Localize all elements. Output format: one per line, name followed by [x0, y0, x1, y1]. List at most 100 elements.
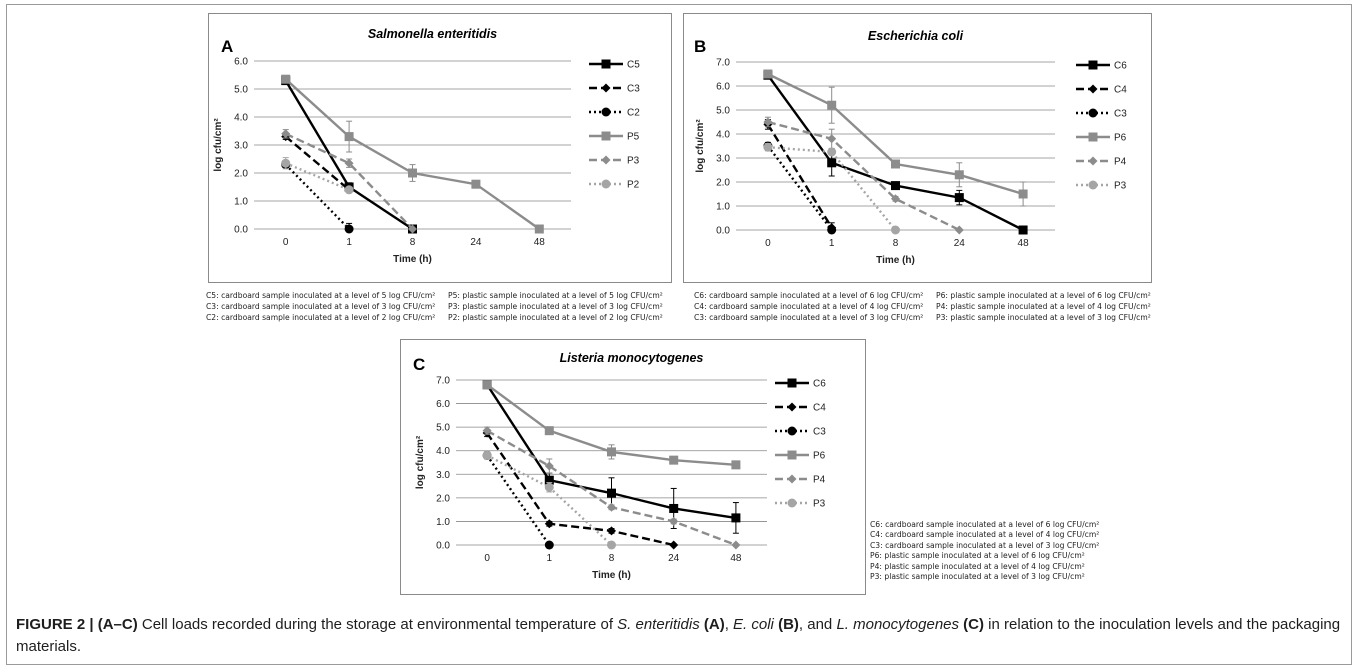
- data-point: [345, 225, 354, 234]
- caption-panel-ref: (C): [959, 616, 984, 633]
- series-line-c2: [286, 165, 349, 229]
- series-line-c4: [487, 433, 674, 545]
- legend-label: C4: [1114, 85, 1127, 96]
- data-point: [827, 158, 836, 167]
- data-point: [955, 170, 964, 179]
- data-point: [827, 101, 836, 110]
- legend-label: C6: [1114, 61, 1127, 72]
- x-tick-label: 1: [346, 237, 352, 248]
- y-tick-label: 1.0: [436, 517, 450, 528]
- y-tick-label: 6.0: [234, 57, 248, 68]
- note-line: P4: plastic sample inoculated at a level…: [936, 301, 1151, 312]
- note-line: C5: cardboard sample inoculated at a lev…: [206, 290, 435, 301]
- data-point: [763, 143, 772, 152]
- legend-label: P6: [1114, 133, 1127, 144]
- legend-marker: [1089, 85, 1098, 94]
- note-line: P4: plastic sample inoculated at a level…: [870, 562, 1099, 572]
- chart-a-svg: ASalmonella enteritidis0.01.02.03.04.05.…: [209, 14, 673, 284]
- x-tick-label: 24: [668, 553, 680, 564]
- legend-marker: [602, 156, 611, 165]
- data-point: [281, 75, 290, 84]
- data-point: [731, 460, 740, 469]
- legend-label: C5: [627, 60, 640, 71]
- note-line: C3: cardboard sample inoculated at a lev…: [870, 541, 1099, 551]
- caption-species: E. coli: [733, 616, 774, 633]
- legend-marker: [788, 499, 797, 508]
- y-tick-label: 6.0: [436, 399, 450, 410]
- series-line-c4: [768, 124, 832, 227]
- chart-panel-b: B Escherichia coli 0.0 1.0 2.0 3.0 4.0 5.0 6.0 7.…: [683, 13, 1152, 283]
- x-tick-label: 0: [283, 237, 289, 248]
- series-line-p4: [768, 122, 959, 230]
- legend-marker: [788, 451, 797, 460]
- legend-marker: [1089, 181, 1098, 190]
- data-point: [281, 159, 290, 168]
- panel-letter: C: [413, 355, 425, 374]
- note-line: P3: plastic sample inoculated at a level…: [448, 301, 663, 312]
- note-line: C4: cardboard sample inoculated at a lev…: [870, 530, 1099, 540]
- series-line-p2: [286, 163, 349, 190]
- note-line: P6: plastic sample inoculated at a level…: [936, 290, 1151, 301]
- series-line-p5: [286, 79, 540, 229]
- data-point: [763, 70, 772, 79]
- y-tick-label: 5.0: [234, 85, 248, 96]
- x-tick-label: 8: [609, 553, 615, 564]
- data-point: [731, 541, 740, 550]
- series-line-c5: [286, 81, 413, 229]
- caption-text: , and: [799, 616, 837, 633]
- legend-marker: [602, 108, 611, 117]
- legend-marker: [788, 403, 797, 412]
- note-line: P5: plastic sample inoculated at a level…: [448, 290, 663, 301]
- data-point: [827, 148, 836, 157]
- legend-label: C3: [813, 427, 826, 438]
- caption-text: Cell loads recorded during the storage a…: [138, 616, 617, 633]
- y-tick-label: 5.0: [716, 106, 730, 117]
- legend-label: P6: [813, 451, 826, 462]
- y-tick-label: 4.0: [436, 446, 450, 457]
- notes-a-plastic: P5: plastic sample inoculated at a level…: [448, 290, 663, 323]
- data-point: [1019, 190, 1028, 199]
- legend-marker: [602, 132, 611, 141]
- series-line-c6: [768, 75, 1023, 230]
- legend-marker: [1089, 133, 1098, 142]
- data-point: [669, 456, 678, 465]
- y-tick-label: 0.0: [234, 225, 248, 236]
- chart-c-svg: C Listeria monocytogenes 0.0 1.0 2.0 3.0 4.0 5.…: [401, 340, 867, 596]
- data-point: [891, 226, 900, 235]
- x-tick-label: 48: [730, 553, 742, 564]
- y-tick-label: 4.0: [716, 130, 730, 141]
- x-axis-label: Time (h): [393, 254, 432, 265]
- data-point: [891, 181, 900, 190]
- y-tick-label: 7.0: [436, 376, 450, 387]
- y-tick-label: 0.0: [716, 226, 730, 237]
- notes-c: C6: cardboard sample inoculated at a lev…: [870, 520, 1099, 582]
- data-point: [545, 519, 554, 528]
- legend-label: C2: [627, 108, 640, 119]
- caption-species: L. monocytogenes: [836, 616, 959, 633]
- y-tick-label: 2.0: [436, 493, 450, 504]
- legend-label: C3: [1114, 109, 1127, 120]
- x-tick-label: 48: [534, 237, 546, 248]
- y-tick-label: 3.0: [234, 141, 248, 152]
- x-tick-label: 24: [470, 237, 482, 248]
- legend-label: P3: [627, 156, 640, 167]
- panel-letter: A: [221, 37, 233, 56]
- data-point: [408, 169, 417, 178]
- note-line: P6: plastic sample inoculated at a level…: [870, 551, 1099, 561]
- legend-marker: [1089, 61, 1098, 70]
- legend-label: P2: [627, 180, 640, 191]
- y-tick-label: 0.0: [436, 541, 450, 552]
- legend-marker: [788, 379, 797, 388]
- data-point: [1019, 226, 1028, 235]
- note-line: C6: cardboard sample inoculated at a lev…: [694, 290, 923, 301]
- legend-label: C3: [627, 84, 640, 95]
- y-tick-label: 1.0: [234, 197, 248, 208]
- notes-b-cardboard: C6: cardboard sample inoculated at a lev…: [694, 290, 923, 323]
- data-point: [955, 193, 964, 202]
- data-point: [535, 225, 544, 234]
- note-line: P2: plastic sample inoculated at a level…: [448, 312, 663, 323]
- note-line: C2: cardboard sample inoculated at a lev…: [206, 312, 435, 323]
- y-tick-label: 1.0: [716, 202, 730, 213]
- data-point: [731, 513, 740, 522]
- data-point: [471, 180, 480, 189]
